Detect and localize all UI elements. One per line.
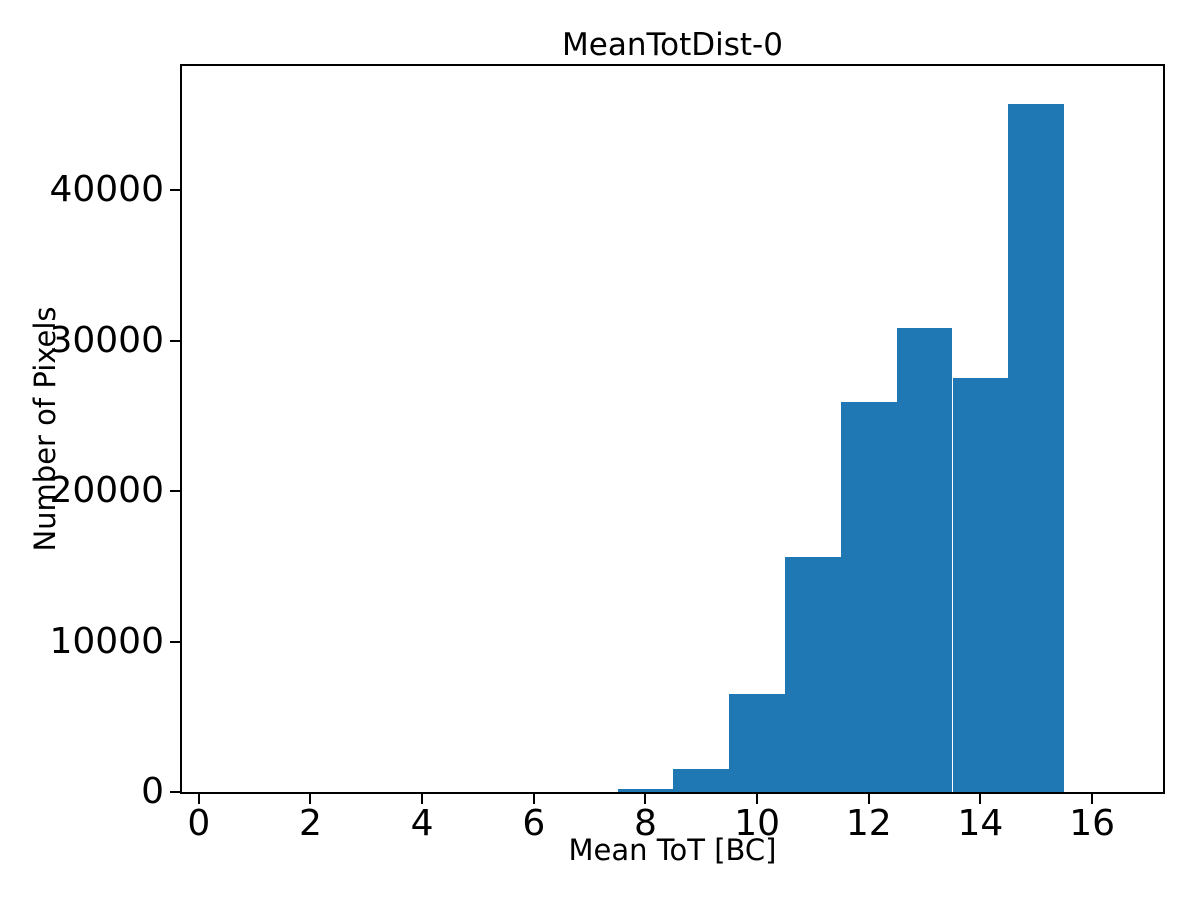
y-tick-label: 10000 <box>49 620 164 662</box>
y-tick-mark <box>170 490 180 492</box>
x-tick-mark <box>532 794 535 804</box>
x-tick-label: 8 <box>633 803 657 844</box>
x-tick-label: 4 <box>410 803 434 844</box>
histogram-bar <box>896 327 953 792</box>
histogram-bar <box>729 694 785 792</box>
chart-title: MeanTotDist-0 <box>562 27 783 63</box>
x-tick-label: 6 <box>522 803 546 844</box>
y-tick-mark <box>170 791 180 793</box>
histogram-bar <box>785 556 841 792</box>
x-tick-label: 14 <box>957 803 1004 844</box>
y-tick-label: 0 <box>141 771 164 812</box>
x-tick-mark <box>756 794 759 804</box>
y-tick-mark <box>170 339 180 342</box>
x-tick-mark <box>1091 794 1094 804</box>
histogram-bar <box>617 789 674 792</box>
histogram-bar <box>673 769 730 792</box>
x-axis-label: Mean ToT [BC] <box>568 833 777 867</box>
histogram-bar <box>1008 103 1065 792</box>
x-tick-label: 0 <box>187 803 211 844</box>
plot-area <box>180 64 1165 794</box>
x-tick-label: 12 <box>845 803 892 844</box>
histogram-bar <box>840 401 897 792</box>
histogram-bar <box>952 378 1009 792</box>
y-tick-label: 40000 <box>49 169 164 210</box>
x-tick-mark <box>867 794 870 804</box>
x-tick-mark <box>979 794 982 804</box>
x-tick-mark <box>421 794 424 804</box>
x-tick-label: 16 <box>1069 803 1115 844</box>
x-tick-mark <box>309 794 312 804</box>
x-tick-mark <box>197 794 200 804</box>
x-tick-mark <box>644 794 647 804</box>
x-tick-label: 2 <box>298 803 322 844</box>
y-tick-label: 20000 <box>49 470 164 511</box>
y-tick-mark <box>170 640 180 643</box>
y-tick-mark <box>170 189 180 191</box>
x-tick-label: 10 <box>734 803 780 844</box>
y-tick-label: 30000 <box>49 319 164 361</box>
